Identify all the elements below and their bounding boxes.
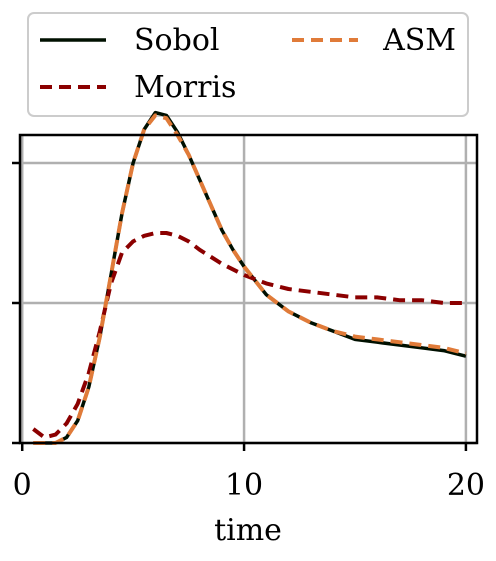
plot-area: 0 10 20 — [12, 110, 485, 503]
x-tick-label-2: 20 — [447, 468, 485, 503]
series-line-morris — [32, 231, 466, 440]
legend: Sobol Morris ASM — [27, 12, 469, 117]
x-tick-label-0: 0 — [13, 468, 32, 503]
x-tick-label-1: 10 — [225, 468, 263, 503]
axes-frame — [18, 133, 479, 445]
x-axis-label: time — [214, 513, 282, 548]
legend-label-morris: Morris — [134, 70, 236, 105]
series-line-asm — [33, 113, 467, 445]
ticks: 0 10 20 — [12, 161, 485, 503]
series-layer — [32, 110, 467, 445]
legend-label-sobol: Sobol — [134, 23, 219, 58]
gridlines — [20, 135, 477, 445]
legend-items: Sobol Morris ASM — [40, 23, 456, 105]
legend-label-asm: ASM — [382, 23, 456, 58]
